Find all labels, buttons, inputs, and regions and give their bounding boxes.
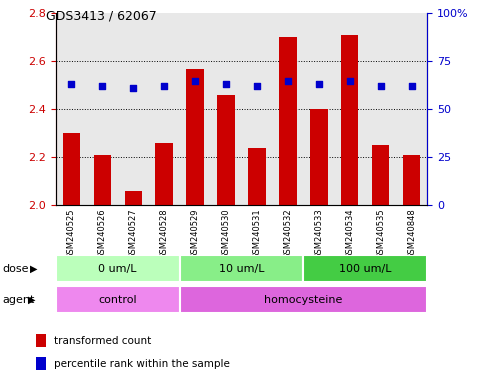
Point — [315, 81, 323, 88]
Bar — [280, 37, 297, 205]
Text: 10 um/L: 10 um/L — [219, 264, 264, 274]
Text: control: control — [98, 295, 137, 305]
Text: 100 um/L: 100 um/L — [339, 264, 392, 274]
Point — [98, 83, 106, 89]
Point — [191, 78, 199, 84]
Bar — [156, 143, 172, 205]
Bar — [36, 334, 46, 347]
Point — [253, 83, 261, 89]
Bar — [403, 155, 421, 205]
Bar — [311, 109, 327, 205]
Point — [284, 78, 292, 84]
Text: agent: agent — [2, 295, 35, 305]
Text: percentile rank within the sample: percentile rank within the sample — [54, 359, 230, 369]
Point — [67, 81, 75, 88]
Point — [346, 78, 354, 84]
Bar — [94, 155, 111, 205]
Bar — [62, 134, 80, 205]
Point — [160, 83, 168, 89]
Bar — [186, 69, 203, 205]
Bar — [372, 146, 389, 205]
Text: dose: dose — [2, 264, 29, 274]
Text: homocysteine: homocysteine — [264, 295, 342, 305]
Bar — [56, 255, 180, 282]
Bar — [248, 148, 266, 205]
Point — [222, 81, 230, 88]
Point — [408, 83, 416, 89]
Bar — [56, 286, 180, 313]
Bar — [180, 286, 427, 313]
Text: transformed count: transformed count — [54, 336, 151, 346]
Bar — [341, 35, 358, 205]
Text: ▶: ▶ — [30, 264, 38, 274]
Point — [129, 85, 137, 91]
Bar — [36, 358, 46, 370]
Bar — [125, 191, 142, 205]
Text: 0 um/L: 0 um/L — [98, 264, 137, 274]
Bar — [303, 255, 427, 282]
Text: ▶: ▶ — [28, 295, 36, 305]
Text: GDS3413 / 62067: GDS3413 / 62067 — [46, 10, 156, 23]
Point — [377, 83, 385, 89]
Bar — [217, 95, 235, 205]
Bar — [180, 255, 303, 282]
